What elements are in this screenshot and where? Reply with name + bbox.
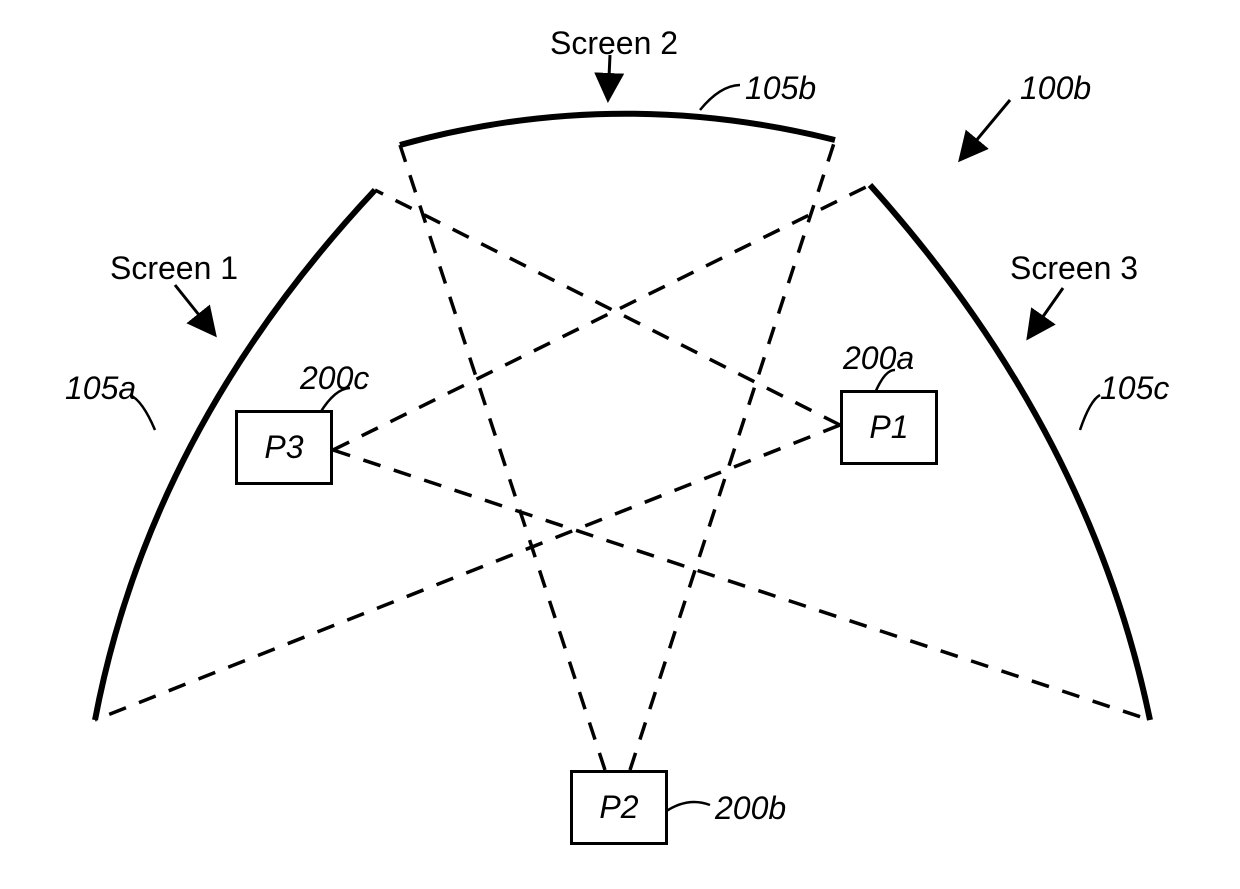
screen3-label: Screen 3 — [1010, 250, 1138, 287]
screen1-ref: 105a — [65, 370, 136, 407]
system-ref: 100b — [1020, 70, 1091, 107]
projector-p2-text: P2 — [599, 789, 638, 826]
screen2-label: Screen 2 — [550, 25, 678, 62]
projector-p1-box: P1 — [840, 390, 938, 465]
screen3-ref: 105c — [1100, 370, 1169, 407]
projector-p1-text: P1 — [869, 409, 908, 446]
diagram-canvas — [0, 0, 1240, 889]
projector-p1-ref: 200a — [843, 340, 914, 377]
projector-p2-ref: 200b — [715, 790, 786, 827]
screen1-label: Screen 1 — [110, 250, 238, 287]
screen2-ref: 105b — [745, 70, 816, 107]
projector-p3-text: P3 — [264, 429, 303, 466]
projector-p2-box: P2 — [570, 770, 668, 845]
projector-p3-ref: 200c — [300, 360, 369, 397]
projector-p3-box: P3 — [235, 410, 333, 485]
